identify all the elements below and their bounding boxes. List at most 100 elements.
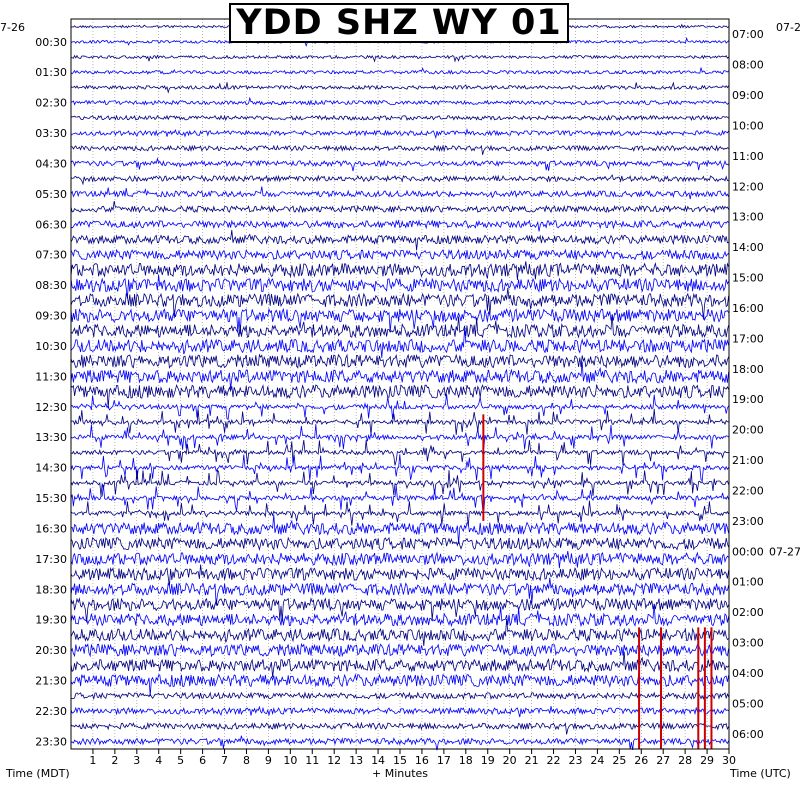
right-date-label: 07-2 — [776, 21, 800, 34]
left-time-label: 05:30 — [35, 188, 67, 201]
trace-row — [70, 248, 729, 261]
trace-row — [70, 127, 729, 140]
x-tick-label: 18 — [459, 754, 473, 767]
right-time-label: 15:00 — [732, 272, 764, 285]
x-tick-label: 14 — [371, 754, 385, 767]
left-time-label: 22:30 — [35, 705, 67, 718]
plot-background — [71, 19, 729, 749]
trace-row — [70, 201, 729, 214]
trace-row — [70, 454, 729, 482]
trace-row — [70, 383, 729, 409]
x-tick-label: 12 — [327, 754, 341, 767]
x-tick-label: 1 — [89, 754, 96, 767]
trace-row — [70, 597, 729, 623]
trace-row — [70, 500, 729, 527]
x-tick-label: 27 — [656, 754, 670, 767]
trace-row — [70, 550, 729, 569]
trace-row — [70, 468, 729, 496]
x-tick-label: 25 — [612, 754, 626, 767]
x-tick-label: 8 — [243, 754, 250, 767]
right-time-labels: 07:00 08:00 09:00 10:00 11:00 12:00 13:00 14:00… — [732, 28, 800, 741]
left-time-label: 18:30 — [35, 583, 67, 596]
x-tick-label: 23 — [568, 754, 582, 767]
left-time-label: 08:30 — [35, 279, 67, 292]
right-axis-title: Time (UTC) — [729, 767, 791, 780]
right-time-label: 17:00 — [732, 332, 764, 345]
trace-row — [70, 604, 729, 628]
right-time-label: 01:00 — [732, 576, 764, 589]
left-date-label: 07-26 — [0, 21, 25, 34]
left-time-label: 14:30 — [35, 462, 67, 475]
x-tick-label: 16 — [415, 754, 429, 767]
right-time-label: 13:00 — [732, 211, 764, 224]
left-time-label: 17:30 — [35, 553, 67, 566]
trace-row — [70, 274, 729, 299]
x-tick-label: 21 — [525, 754, 539, 767]
right-time-label: 08:00 — [732, 59, 764, 72]
trace-row — [70, 114, 729, 122]
trace-row — [70, 536, 729, 552]
left-time-label: 15:30 — [35, 492, 67, 505]
right-time-label: 14:00 — [732, 241, 764, 254]
trace-row — [70, 287, 729, 320]
right-time-label: 03:00 — [732, 637, 764, 650]
trace-row — [70, 577, 729, 606]
right-time-label: 18:00 — [732, 363, 764, 376]
x-tick-label: 29 — [700, 754, 714, 767]
x-tick-label: 11 — [305, 754, 319, 767]
right-time-label: 11:00 — [732, 150, 764, 163]
trace-row — [70, 307, 729, 335]
left-time-label: 16:30 — [35, 522, 67, 535]
right-time-label: 21:00 — [732, 454, 764, 467]
left-time-label: 13:30 — [35, 431, 67, 444]
left-time-label: 04:30 — [35, 157, 67, 170]
left-time-label: 20:30 — [35, 644, 67, 657]
right-mid-date-label: 07-27 — [769, 545, 800, 558]
trace-row — [70, 174, 729, 186]
left-time-label: 02:30 — [35, 97, 67, 110]
left-time-label: 23:30 — [35, 735, 67, 748]
right-time-label: 06:00 — [732, 728, 764, 741]
trace-row — [70, 353, 729, 369]
right-time-label: 04:00 — [732, 667, 764, 680]
right-time-label: 20:00 — [732, 424, 764, 437]
trace-row — [70, 439, 729, 466]
left-time-labels: 00:30 01:30 02:30 03:30 04:30 05:30 06:30 07:30… — [35, 36, 67, 749]
left-axis-title: Time (MDT) — [5, 767, 70, 780]
trace-row — [70, 229, 729, 251]
left-time-label: 12:30 — [35, 401, 67, 414]
right-time-label: 19:00 — [732, 393, 764, 406]
trace-row — [70, 186, 729, 200]
right-time-label: 09:00 — [732, 89, 764, 102]
left-time-label: 19:30 — [35, 614, 67, 627]
chart-title: YDD SHZ WY 01 — [236, 2, 562, 43]
x-tick-label: 7 — [221, 754, 228, 767]
right-time-label: 22:00 — [732, 484, 764, 497]
right-time-label: 02:00 — [732, 606, 764, 619]
trace-row — [70, 157, 729, 172]
trace-row — [70, 705, 729, 718]
right-time-label: 16:00 — [732, 302, 764, 315]
x-tick-label: 4 — [155, 754, 162, 767]
trace-row — [70, 54, 729, 63]
right-time-label: 05:00 — [732, 697, 764, 710]
trace-row — [70, 394, 729, 420]
left-time-label: 06:30 — [35, 218, 67, 231]
trace-row — [70, 67, 729, 75]
trace-row — [70, 721, 729, 735]
right-time-label: 10:00 — [732, 119, 764, 132]
x-tick-label: 6 — [199, 754, 206, 767]
right-time-label: 00:00 — [732, 545, 764, 558]
trace-row — [70, 424, 729, 450]
x-tick-label: 2 — [111, 754, 118, 767]
trace-row — [70, 219, 729, 232]
x-tick-label: 24 — [590, 754, 604, 767]
x-tick-label: 13 — [349, 754, 363, 767]
x-axis-title: + Minutes — [372, 767, 428, 780]
x-tick-label: 5 — [177, 754, 184, 767]
trace-row — [70, 81, 729, 94]
right-time-label: 12:00 — [732, 180, 764, 193]
x-tick-label: 20 — [503, 754, 517, 767]
x-tick-label: 22 — [547, 754, 561, 767]
